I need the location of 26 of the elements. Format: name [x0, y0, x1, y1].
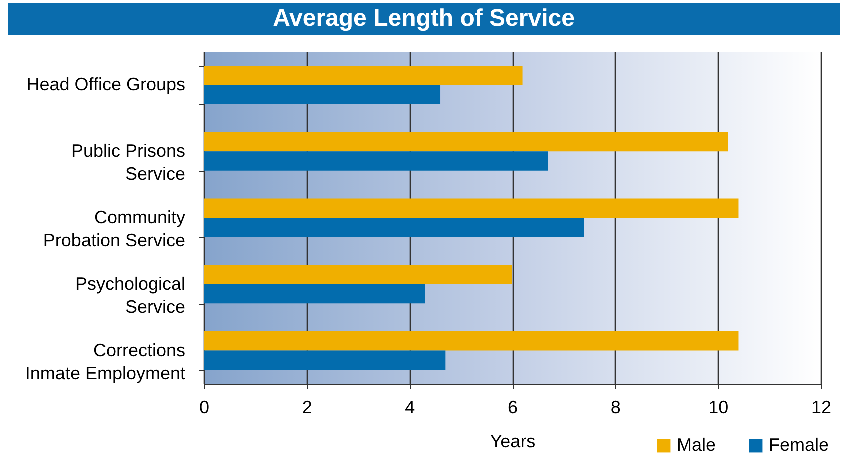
- bar: [204, 332, 739, 351]
- x-axis-title: Years: [490, 432, 536, 452]
- x-tick-label: 6: [508, 398, 518, 418]
- legend-label: Female: [769, 435, 830, 455]
- x-tick-label: 4: [405, 398, 416, 418]
- bar: [204, 85, 441, 104]
- chart-title: Average Length of Service: [8, 3, 840, 35]
- bar: [204, 66, 523, 86]
- x-tick-label: 2: [302, 398, 312, 418]
- bar: [204, 152, 548, 171]
- bar: [204, 350, 446, 370]
- x-tick-label: 0: [199, 398, 210, 418]
- bar: [204, 132, 728, 152]
- bar: [204, 284, 426, 304]
- y-tick-label: Public Prisons Service: [71, 141, 186, 184]
- y-tick-label: Community Probation Service: [43, 208, 186, 250]
- legend-label: Male: [677, 435, 716, 455]
- bar: [204, 265, 512, 284]
- x-tick-label: 12: [811, 398, 832, 418]
- x-tick-label: 8: [610, 398, 621, 418]
- y-tick-label: Corrections Inmate Employment: [25, 340, 186, 384]
- y-tick-label: Psychological Service: [75, 274, 186, 317]
- bar: [204, 198, 739, 218]
- y-tick-label: Head Office Groups: [26, 74, 186, 95]
- x-tick-label: 10: [708, 398, 729, 418]
- bar: [204, 218, 584, 238]
